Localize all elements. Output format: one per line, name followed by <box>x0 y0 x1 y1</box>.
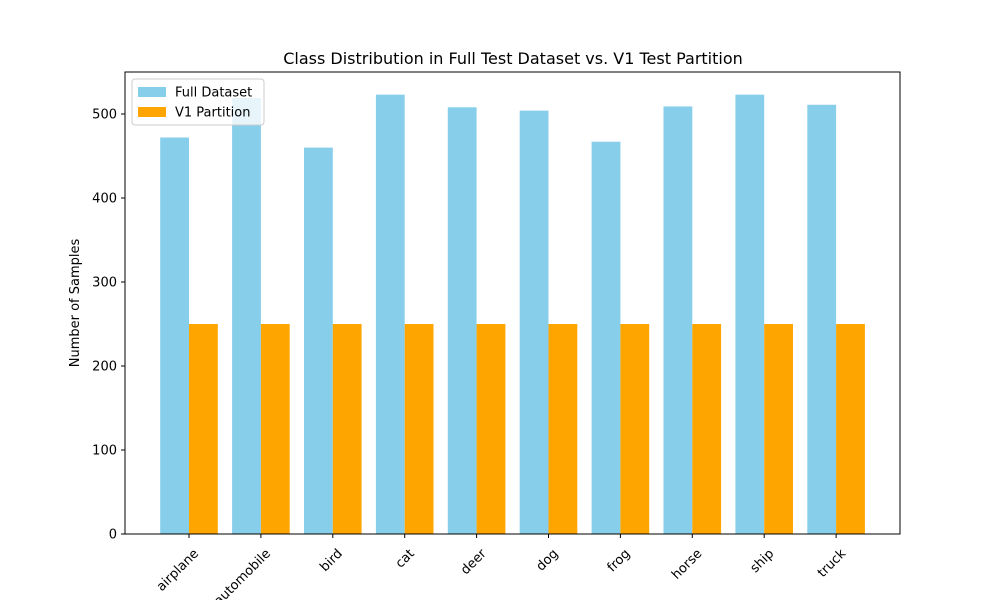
bar <box>160 137 189 534</box>
bar <box>692 324 722 534</box>
bar <box>764 324 793 534</box>
bar <box>519 110 549 534</box>
y-axis-label: Number of Samples <box>68 239 83 368</box>
bar <box>260 324 290 534</box>
legend-label: Full Dataset <box>175 86 252 101</box>
x-tick-label: cat <box>393 546 418 571</box>
x-tick-label: deer <box>458 546 490 578</box>
legend: Full Dataset V1 Partition <box>131 78 265 126</box>
x-tick-label: dog <box>534 546 562 574</box>
y-tick-label: 0 <box>109 528 117 543</box>
plot-area: 0 100 200 300 400 500 airplane automobile bird ca… <box>92 71 901 600</box>
bar <box>304 147 333 534</box>
bar <box>548 324 578 534</box>
chart-title: Class Distribution in Full Test Dataset … <box>283 49 743 68</box>
plot-frame <box>124 71 901 535</box>
legend-label: V1 Partition <box>175 106 250 121</box>
y-tick-label: 500 <box>92 108 117 123</box>
bar <box>447 107 477 534</box>
bar <box>404 324 434 534</box>
bar <box>476 324 506 534</box>
x-tick-label: ship <box>748 546 778 576</box>
bar <box>189 324 218 534</box>
bar <box>375 94 405 535</box>
x-tick-label: airplane <box>154 546 202 594</box>
y-tick-label: 300 <box>92 276 117 291</box>
bar <box>836 324 865 534</box>
x-tick-label: automobile <box>211 546 273 600</box>
bar <box>620 324 650 534</box>
y-tick-label: 100 <box>92 444 117 459</box>
x-tick-label: bird <box>317 546 345 574</box>
x-tick-label: truck <box>815 546 850 581</box>
bar <box>591 141 621 534</box>
y-tick-label: 200 <box>92 360 117 375</box>
legend-swatch <box>138 107 166 117</box>
bar <box>807 104 837 534</box>
legend-swatch <box>138 87 166 97</box>
x-tick-label: horse <box>669 546 705 582</box>
bar <box>232 98 261 534</box>
y-tick-label: 400 <box>92 192 117 207</box>
bar <box>332 324 362 534</box>
x-tick-label: frog <box>605 546 634 575</box>
bar <box>735 94 765 535</box>
bar <box>663 106 693 534</box>
